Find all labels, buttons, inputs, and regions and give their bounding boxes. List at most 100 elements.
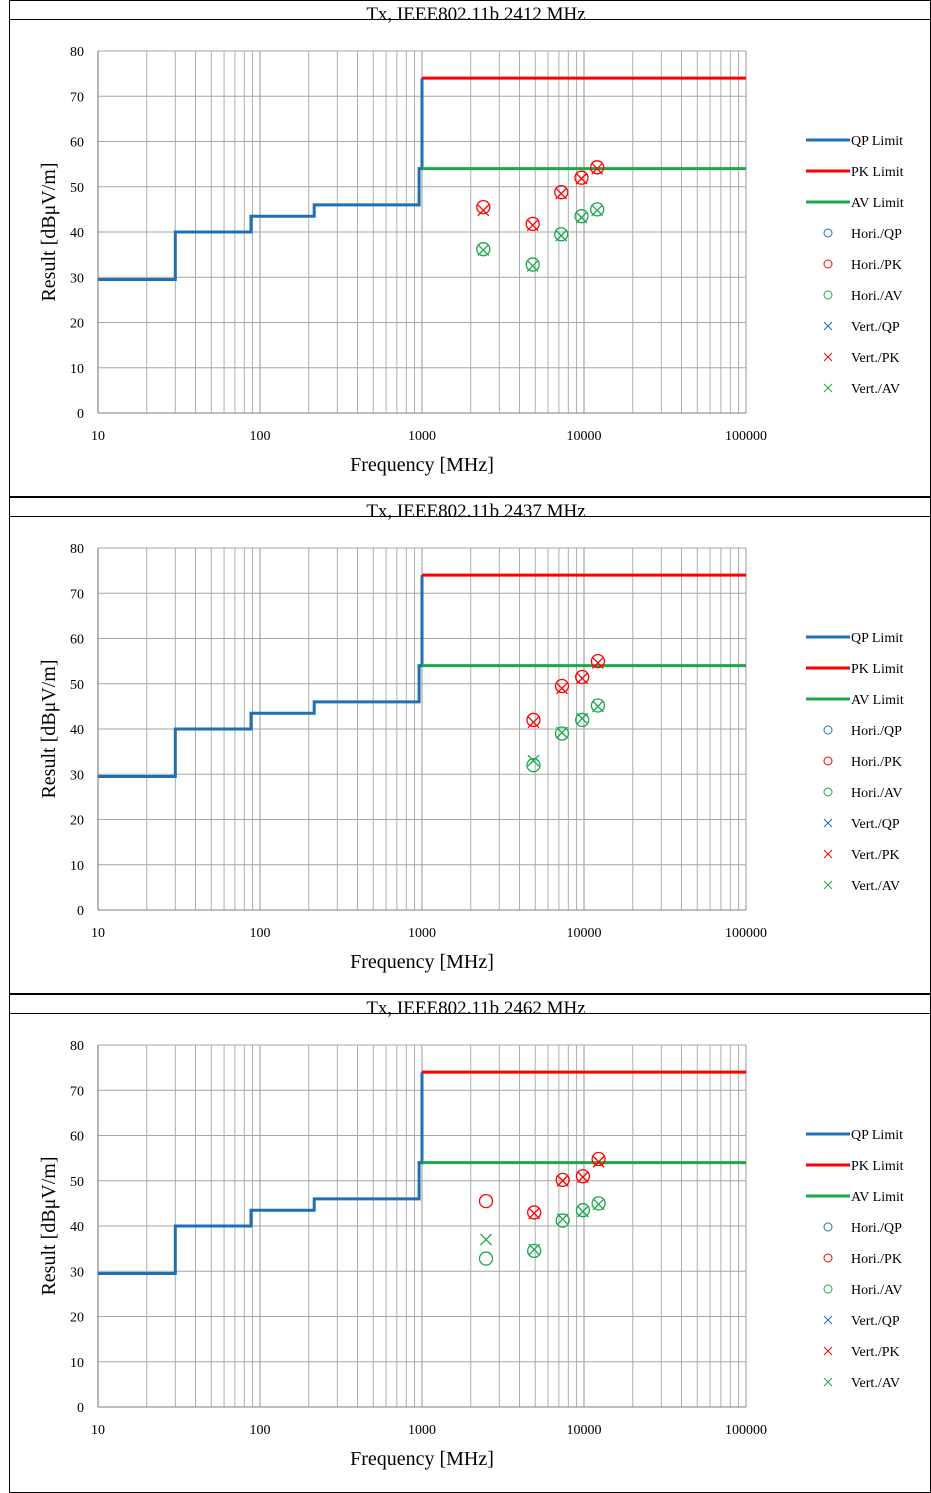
- y-tick-label: 60: [70, 1130, 84, 1145]
- legend-swatch: [823, 1222, 833, 1232]
- legend-swatch: [823, 1346, 833, 1356]
- marker-vert-pk: [591, 656, 604, 669]
- legend-swatch: [823, 1377, 833, 1387]
- marker-vert-av: [480, 1233, 492, 1246]
- marker-hori-av: [554, 227, 569, 242]
- y-tick-label: 10: [70, 1356, 84, 1371]
- marker-hori-pk: [574, 170, 589, 185]
- x-axis-label: Frequency [MHz]: [350, 951, 494, 973]
- y-tick-label: 70: [70, 587, 84, 602]
- marker-vert-pk: [591, 162, 604, 175]
- marker-vert-pk: [477, 204, 490, 217]
- legend-label: PK Limit: [851, 662, 904, 677]
- y-tick-label: 20: [70, 1311, 84, 1326]
- y-tick-label: 10: [70, 362, 84, 377]
- legend-label: Vert./QP: [851, 320, 900, 335]
- y-tick-label: 60: [70, 633, 84, 648]
- chart-panel-2: Tx, IEEE802.11b 2437 MHz 0 10 20 30 40 50 60 70 8…: [9, 497, 931, 994]
- y-axis-label: Result [dBμV/m]: [38, 1156, 60, 1295]
- y-tick-label: 50: [70, 1175, 84, 1190]
- chart-title: Tx, IEEE802.11b 2412 MHz: [366, 4, 585, 25]
- marker-vert-pk: [592, 1155, 605, 1168]
- legend-label: Vert./AV: [851, 382, 900, 397]
- legend-swatch: [823, 1284, 833, 1294]
- legend-swatch: [823, 787, 833, 797]
- marker-vert-av: [591, 204, 604, 217]
- marker-vert-pk: [527, 716, 540, 729]
- legend: QP Limit PK Limit AV Limit Hori./QP Hori./PK…: [806, 134, 904, 397]
- marker-vert-pk: [555, 187, 568, 200]
- limit-line-qp-limit: [98, 1072, 424, 1275]
- legend-label: QP Limit: [851, 1128, 903, 1143]
- marker-hori-pk: [575, 1169, 591, 1184]
- legend-label: QP Limit: [851, 631, 903, 646]
- y-tick-label: 10: [70, 859, 84, 874]
- x-tick-label: 10: [91, 1423, 105, 1438]
- x-tick-label: 100000: [725, 926, 767, 941]
- y-tick-label: 60: [70, 136, 84, 151]
- marker-vert-av: [556, 1213, 569, 1226]
- marker-hori-pk: [591, 1151, 606, 1167]
- marker-vert-av: [528, 1243, 541, 1256]
- marker-vert-av: [526, 259, 539, 272]
- legend-swatch: [823, 880, 833, 890]
- legend-label: Hori./AV: [851, 786, 902, 801]
- marker-vert-av: [575, 211, 588, 224]
- marker-hori-pk: [554, 185, 569, 200]
- y-axis-label: Result [dBμV/m]: [38, 162, 60, 301]
- y-tick-label: 70: [70, 90, 84, 105]
- y-tick-label: 30: [70, 768, 84, 783]
- x-tick-label: 100000: [725, 429, 767, 444]
- legend-swatch: [823, 849, 833, 859]
- marker-hori-pk: [526, 712, 541, 728]
- marker-vert-pk: [556, 1174, 569, 1187]
- legend-label: Hori./PK: [851, 258, 902, 273]
- legend-label: Vert./PK: [851, 848, 900, 863]
- legend-label: PK Limit: [851, 1159, 904, 1174]
- legend-label: AV Limit: [851, 196, 904, 211]
- x-axis-label: Frequency [MHz]: [350, 454, 494, 476]
- marker-hori-av: [525, 257, 540, 272]
- y-tick-label: 50: [70, 678, 84, 693]
- panel-frame: [9, 994, 931, 1493]
- legend-swatch: [823, 290, 833, 300]
- y-tick-label: 70: [70, 1084, 84, 1099]
- marker-vert-pk: [575, 172, 588, 185]
- y-tick-label: 80: [70, 45, 84, 60]
- y-tick-label: 0: [77, 407, 84, 422]
- x-tick-label: 100: [250, 429, 271, 444]
- marker-hori-av: [575, 712, 590, 728]
- marker-hori-pk: [590, 160, 605, 175]
- legend-swatch: [823, 352, 833, 362]
- legend-label: Vert./QP: [851, 1314, 900, 1329]
- marker-hori-av: [574, 209, 589, 224]
- marker-hori-pk: [527, 1205, 542, 1220]
- marker-hori-av: [478, 1251, 494, 1266]
- x-tick-label: 10000: [567, 1423, 602, 1438]
- legend-swatch: [823, 725, 833, 735]
- marker-hori-av: [590, 202, 605, 217]
- marker-vert-av: [555, 229, 568, 242]
- x-tick-label: 10000: [567, 429, 602, 444]
- marker-vert-pk: [526, 219, 539, 232]
- marker-hori-av: [476, 242, 491, 257]
- marker-hori-pk: [575, 669, 590, 685]
- limit-line-qp-limit: [98, 575, 424, 778]
- y-tick-label: 40: [70, 226, 84, 241]
- legend-label: AV Limit: [851, 1190, 904, 1205]
- legend-label: AV Limit: [851, 693, 904, 708]
- marker-hori-av: [591, 1196, 606, 1211]
- y-tick-label: 80: [70, 542, 84, 557]
- marker-hori-pk: [555, 1172, 570, 1187]
- x-tick-label: 10000: [567, 926, 602, 941]
- marker-vert-av: [477, 244, 490, 257]
- marker-hori-av: [590, 698, 606, 713]
- legend-swatch: [823, 228, 833, 238]
- legend-label: QP Limit: [851, 134, 903, 149]
- marker-hori-pk: [476, 199, 491, 215]
- marker-hori-av: [526, 758, 541, 773]
- marker-vert-pk: [528, 1207, 541, 1220]
- chart-title: Tx, IEEE802.11b 2437 MHz: [366, 501, 585, 522]
- legend-label: Vert./PK: [851, 1345, 900, 1360]
- x-tick-label: 1000: [408, 926, 436, 941]
